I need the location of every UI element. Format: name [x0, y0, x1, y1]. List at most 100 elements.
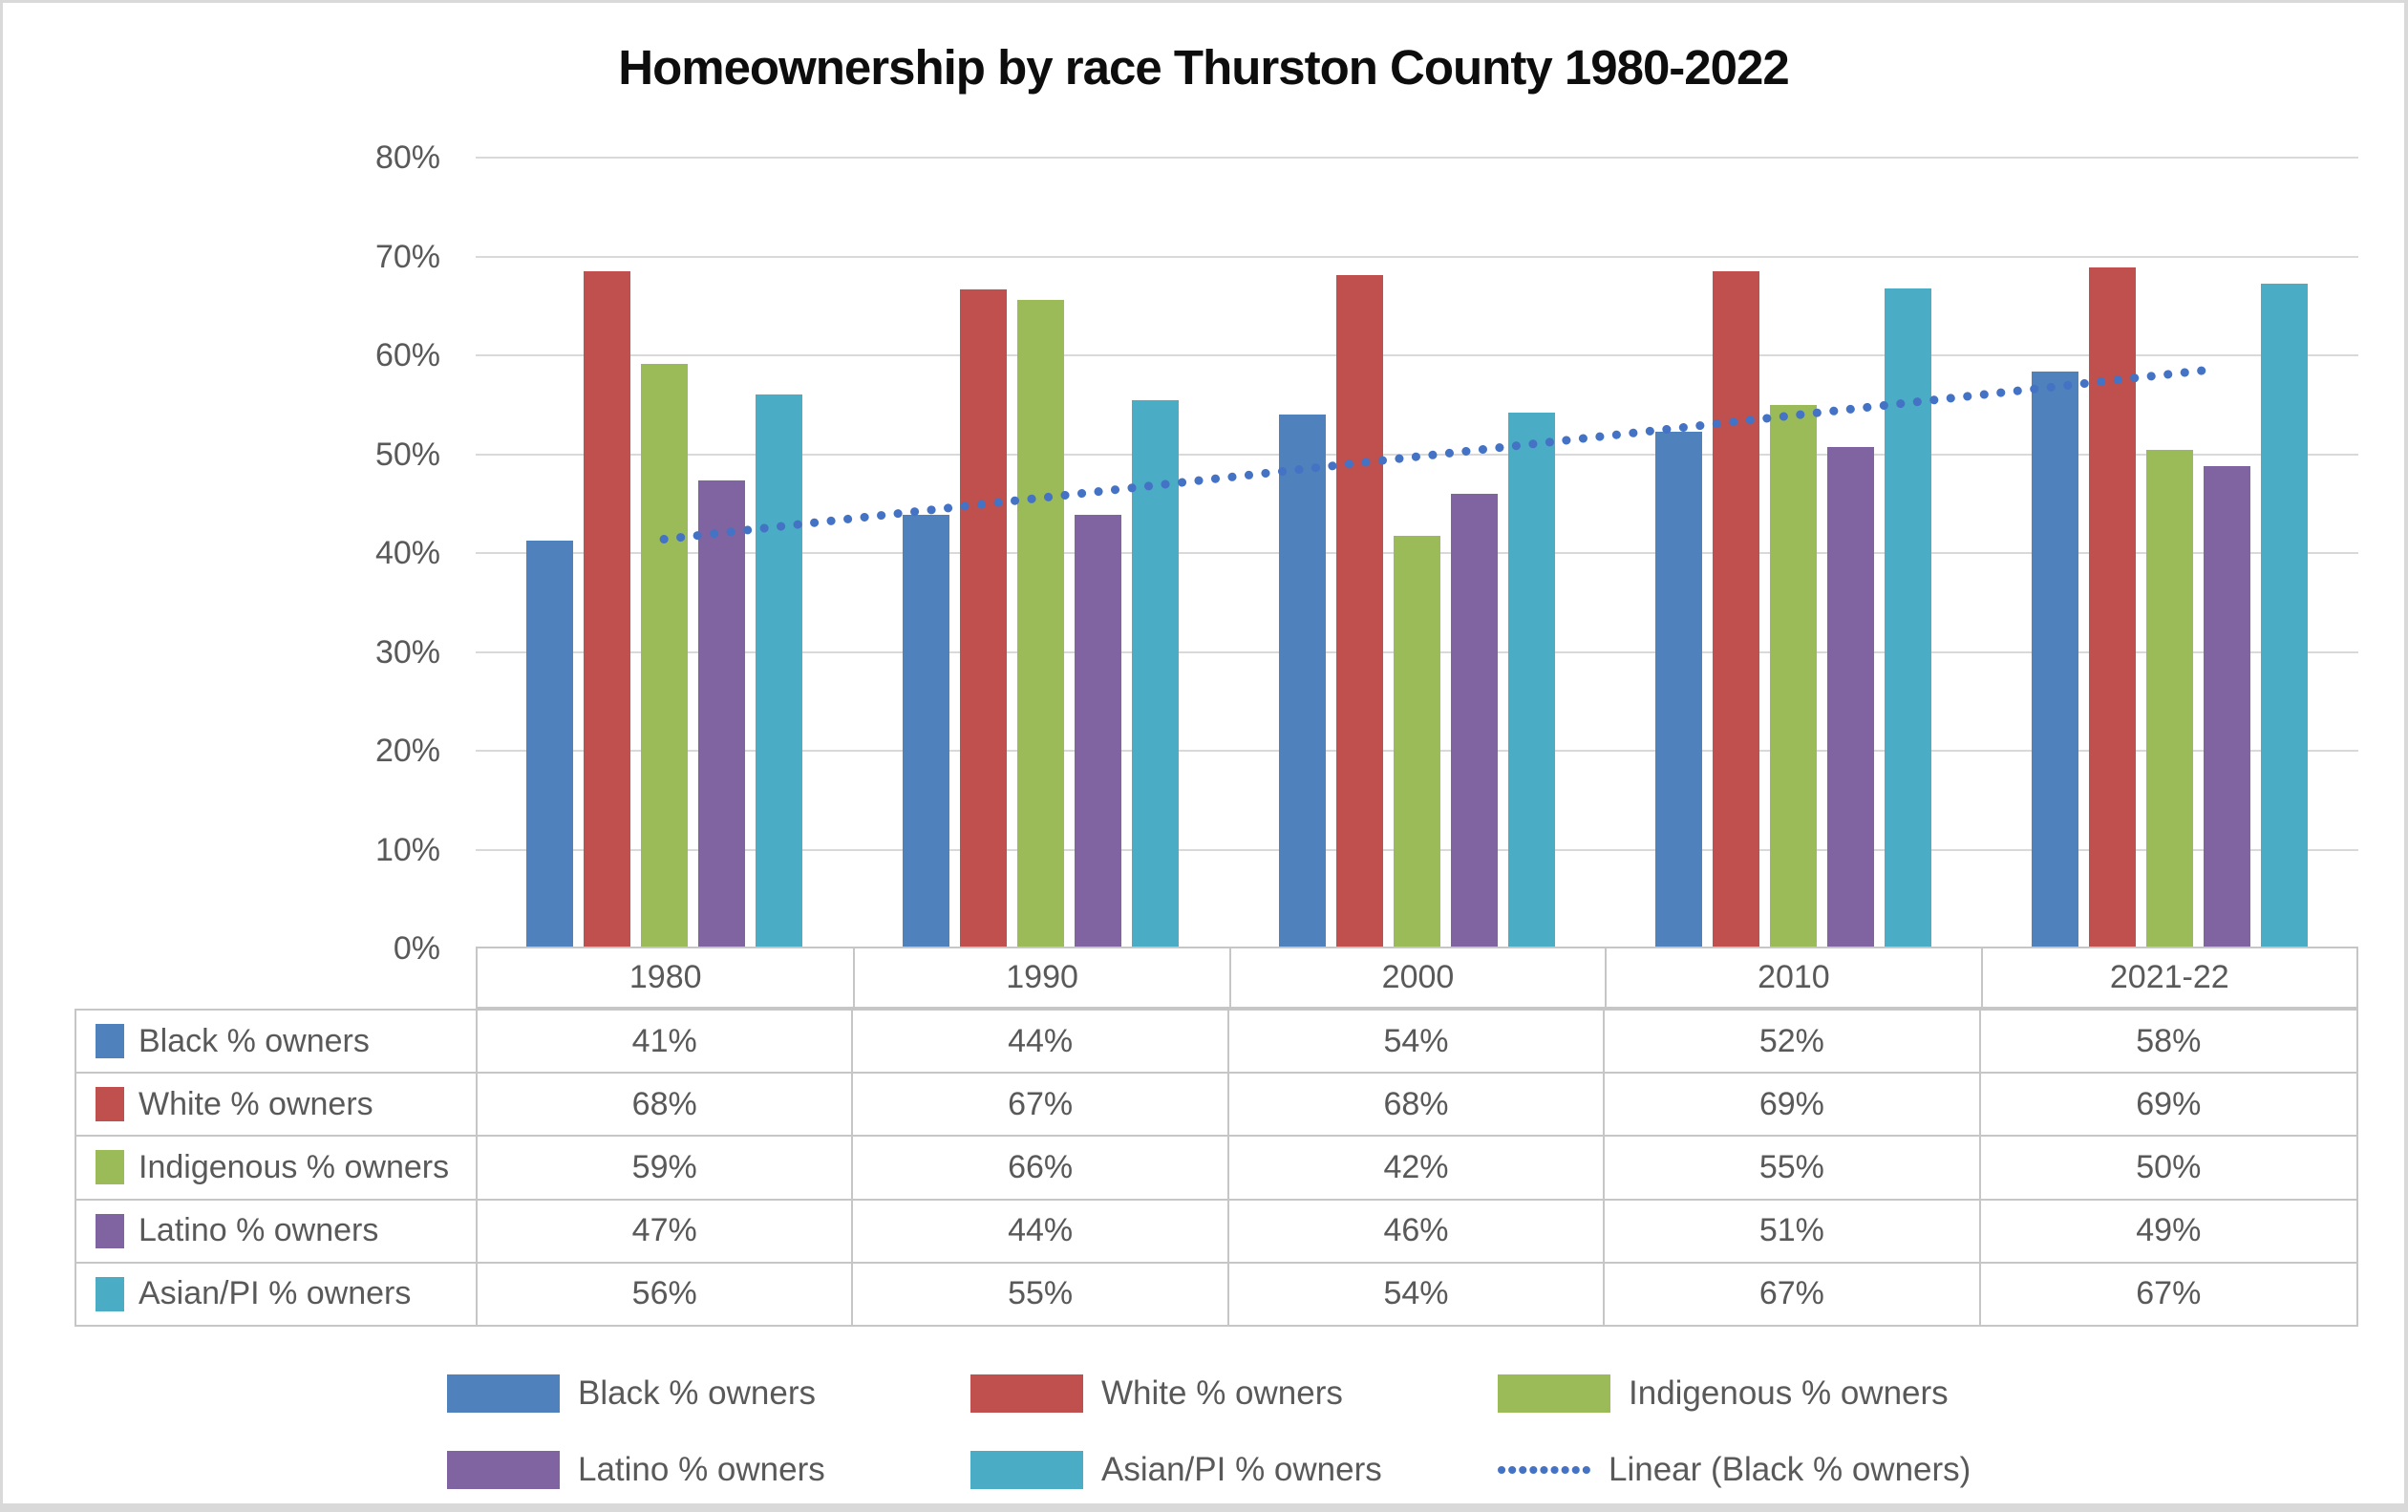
legend-swatch-icon — [447, 1374, 560, 1413]
table-value-cell: 55% — [1605, 1137, 1981, 1201]
legend-item-latino: Latino % owners — [447, 1447, 825, 1493]
series-name: Latino % owners — [139, 1212, 379, 1249]
table-value-cell: 67% — [1605, 1263, 1981, 1327]
chart-title: Homeownership by race Thurston County 19… — [618, 40, 1790, 95]
table-row-label: White % owners — [76, 1074, 478, 1138]
table-value-cell: 54% — [1228, 1263, 1606, 1327]
bar-white-2010 — [1713, 271, 1760, 948]
bar-indigenous-1990 — [1016, 300, 1064, 948]
table-value-cell: 54% — [1228, 1011, 1606, 1075]
table-value-cell: 66% — [853, 1137, 1229, 1201]
y-axis-tick-label: 20% — [374, 733, 440, 769]
plot-area — [476, 157, 2358, 948]
bar-asian/pi-2000 — [1508, 413, 1555, 948]
table-value-cell: 67% — [1980, 1264, 2356, 1327]
y-axis-tick-label: 30% — [374, 633, 440, 671]
bar-white-1990 — [959, 288, 1007, 948]
table-value-cell: 50% — [1980, 1137, 2356, 1201]
y-axis-tick-label: 80% — [374, 139, 440, 176]
table-value-cell: 58% — [1980, 1011, 2356, 1075]
table-value-cell: 42% — [1228, 1137, 1606, 1201]
y-axis-tick-label: 50% — [374, 436, 440, 473]
legend-label: Linear (Black % owners) — [1609, 1451, 1971, 1488]
y-axis-tick-label: 40% — [374, 535, 440, 571]
table-value-cell: 68% — [1228, 1074, 1606, 1138]
y-axis-tick-label: 10% — [374, 831, 440, 868]
bar-latino-2000 — [1451, 493, 1498, 948]
legend-key-icon — [96, 1276, 124, 1311]
gridline — [476, 255, 2358, 258]
table-value-cell: 52% — [1605, 1011, 1981, 1075]
series-name: Black % owners — [139, 1022, 370, 1059]
bar-black-1980 — [525, 540, 573, 948]
y-axis-tick-label: 60% — [374, 337, 440, 373]
bar-asian/pi-2010 — [1885, 287, 1932, 948]
legend-label: Asian/PI % owners — [1101, 1451, 1382, 1488]
table-value-cell: 44% — [853, 1011, 1229, 1075]
bar-latino-2021-22 — [2204, 465, 2251, 948]
legend-label: Indigenous % owners — [1629, 1374, 1949, 1412]
table-value-cell: 47% — [478, 1200, 854, 1264]
legend-swatch-icon — [447, 1451, 560, 1489]
data-table-body: Black % owners 41% 44% 54% 52% 58% White % own… — [75, 1009, 2358, 1327]
bar-latino-2010 — [1827, 447, 1875, 948]
legend-key-icon — [96, 1213, 124, 1248]
bottom-border — [3, 1503, 2404, 1512]
bar-black-2000 — [1279, 415, 1326, 948]
bar-white-1980 — [583, 271, 630, 948]
table-value-cell: 51% — [1605, 1200, 1981, 1264]
table-header-cell: 2000 — [1228, 948, 1605, 1007]
bar-indigenous-2000 — [1394, 536, 1440, 948]
bar-indigenous-2010 — [1770, 404, 1818, 948]
table-value-cell: 46% — [1228, 1200, 1606, 1264]
table-header-cell: 2021-22 — [1980, 948, 2356, 1007]
legend-swatch-icon — [970, 1451, 1083, 1489]
table-value-cell: 41% — [478, 1011, 854, 1075]
table-value-cell: 69% — [1980, 1074, 2356, 1138]
y-axis-tick-label: 70% — [374, 238, 440, 275]
legend-swatch-icon — [970, 1374, 1083, 1413]
legend-key-icon — [96, 1024, 124, 1059]
legend-item-linear: Linear (Black % owners) — [1498, 1447, 1971, 1493]
table-value-cell: 55% — [853, 1263, 1229, 1327]
legend-key-icon — [96, 1150, 124, 1185]
table-header-cell: 1990 — [853, 948, 1228, 1007]
bar-black-2021-22 — [2032, 371, 2079, 948]
gridline — [476, 354, 2358, 356]
table-row-label: Indigenous % owners — [76, 1137, 478, 1201]
bar-latino-1990 — [1074, 514, 1121, 948]
legend-item-black: Black % owners — [447, 1371, 816, 1416]
legend-item-white: White % owners — [970, 1371, 1343, 1416]
bar-indigenous-1980 — [640, 364, 688, 948]
series-name: Indigenous % owners — [139, 1148, 450, 1185]
table-row-label: Black % owners — [76, 1011, 478, 1075]
bar-asian/pi-1980 — [755, 394, 802, 948]
table-header-cell: 2010 — [1605, 948, 1980, 1007]
table-value-cell: 67% — [853, 1074, 1229, 1138]
legend-key-icon — [96, 1087, 124, 1122]
table-value-cell: 44% — [853, 1200, 1229, 1264]
table-value-cell: 56% — [478, 1263, 854, 1327]
legend-label: White % owners — [1101, 1374, 1343, 1412]
table-value-cell: 68% — [478, 1074, 854, 1138]
table-row-label: Asian/PI % owners — [76, 1263, 478, 1327]
legend-label: Black % owners — [578, 1374, 816, 1412]
bar-indigenous-2021-22 — [2146, 450, 2194, 948]
bar-asian/pi-1990 — [1131, 399, 1179, 948]
table-value-cell: 49% — [1980, 1201, 2356, 1264]
gridline — [476, 157, 2358, 159]
bar-black-2010 — [1655, 431, 1703, 948]
legend-item-indigenous: Indigenous % owners — [1498, 1371, 1949, 1416]
bar-black-1990 — [902, 514, 949, 948]
legend-label: Latino % owners — [578, 1451, 825, 1488]
table-value-cell: 59% — [478, 1137, 854, 1201]
y-axis-tick-label: 0% — [393, 930, 440, 967]
table-row-label: Latino % owners — [76, 1200, 478, 1264]
legend-item-asianpi: Asian/PI % owners — [970, 1447, 1382, 1493]
table-header-cell: 1980 — [629, 959, 702, 995]
bar-latino-1980 — [697, 480, 745, 948]
trendline-sample-icon — [1498, 1466, 1593, 1474]
bar-asian/pi-2021-22 — [2261, 284, 2309, 948]
series-name: Asian/PI % owners — [139, 1275, 412, 1312]
